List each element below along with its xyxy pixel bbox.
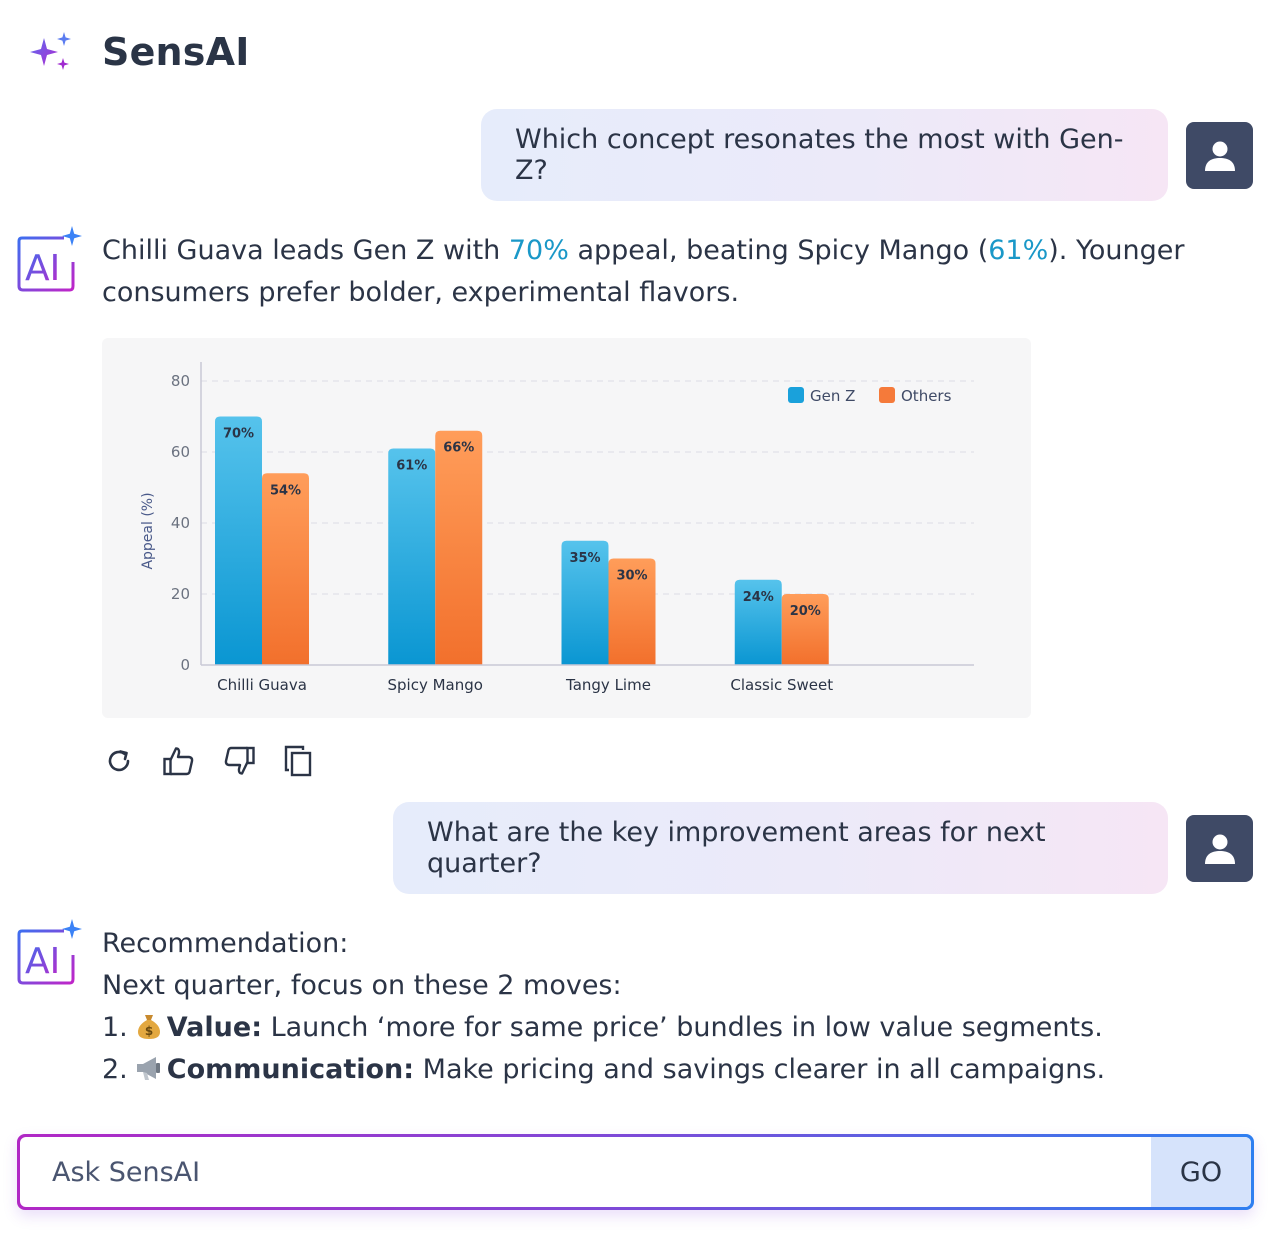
- x-category-label: Classic Sweet: [730, 676, 833, 694]
- bar-others: [608, 558, 656, 665]
- user-message-text: What are the key improvement areas for n…: [427, 817, 1046, 879]
- user-icon: [1204, 141, 1235, 171]
- y-tick-label: 40: [171, 514, 190, 532]
- y-tick-label: 60: [171, 443, 190, 461]
- bar-gen-z: [215, 416, 262, 665]
- item-title: Communication:: [166, 1054, 415, 1085]
- response-actions: [102, 740, 316, 782]
- svg-text:$: $: [145, 1024, 153, 1038]
- chart-card: 0 20 40 60 80 70% 54% Chilli Guava 61% 66% Spicy M…: [102, 338, 1031, 718]
- go-button[interactable]: GO: [1151, 1137, 1251, 1207]
- y-tick-label: 20: [171, 585, 190, 603]
- copy-icon: [284, 745, 312, 777]
- bar-value-label: 70%: [223, 427, 254, 442]
- x-category-label: Spicy Mango: [388, 676, 483, 694]
- ai-assistant-icon: AI: [17, 919, 82, 985]
- user-message: Which concept resonates the most with Ge…: [481, 109, 1168, 201]
- ai-response: Recommendation: Next quarter, focus on t…: [102, 923, 1212, 1091]
- chat-input-container: GO: [20, 1137, 1251, 1207]
- y-tick-label: 80: [171, 372, 190, 390]
- bar-value-label: 61%: [396, 458, 427, 473]
- bar-value-label: 54%: [270, 483, 301, 498]
- user-message-text: Which concept resonates the most with Ge…: [515, 124, 1124, 186]
- sparkle-logo-icon: [30, 32, 71, 70]
- copy-button[interactable]: [282, 740, 316, 782]
- thumbs-down-icon: [224, 746, 255, 775]
- item-title: Value:: [166, 1012, 262, 1043]
- user-message: What are the key improvement areas for n…: [393, 802, 1168, 894]
- bar-others: [435, 430, 483, 665]
- megaphone-icon: [136, 1057, 160, 1080]
- item-number: 1.: [102, 1012, 128, 1043]
- y-axis-title: Appeal (%): [140, 492, 156, 569]
- response-text: Chilli Guava leads Gen Z with: [102, 235, 509, 266]
- user-icon: [1204, 834, 1235, 864]
- legend-swatch-others: [879, 387, 895, 403]
- y-tick-label: 0: [180, 656, 190, 674]
- recommendation-item: 2. Communication: Make pricing and savin…: [102, 1049, 1212, 1091]
- refresh-icon: [108, 750, 130, 772]
- money-bag-icon: $: [137, 1015, 160, 1039]
- response-text: ). Younger consumers prefer bolder, expe…: [102, 235, 1185, 308]
- app-title: SensAI: [102, 30, 250, 74]
- x-category-label: Chilli Guava: [217, 676, 307, 694]
- svg-text:AI: AI: [25, 941, 60, 982]
- recommendation-item: 1. $ Value: Launch ‘more for same price’…: [102, 1007, 1212, 1049]
- bar-value-label: 20%: [790, 604, 821, 619]
- bar-gen-z: [734, 579, 782, 665]
- item-text: Launch ‘more for same price’ bundles in …: [262, 1012, 1103, 1043]
- svg-text:AI: AI: [25, 248, 60, 289]
- legend-swatch-gen-z: [788, 387, 804, 403]
- legend-label-others: Others: [901, 387, 952, 405]
- user-avatar: [1186, 122, 1253, 189]
- bar-gen-z: [561, 540, 609, 665]
- ai-response: Chilli Guava leads Gen Z with 70% appeal…: [102, 230, 1212, 314]
- highlight-percent: 70%: [508, 235, 569, 266]
- response-text: appeal, beating Spicy Mango (: [568, 235, 989, 266]
- bar-others: [262, 473, 309, 665]
- thumbs-up-icon: [163, 747, 194, 776]
- user-avatar: [1186, 815, 1253, 882]
- item-text: Make pricing and savings clearer in all …: [414, 1054, 1106, 1085]
- highlight-percent: 61%: [988, 235, 1049, 266]
- ai-assistant-icon: AI: [17, 226, 82, 292]
- bar-value-label: 30%: [616, 569, 647, 584]
- recommendation-heading: Recommendation:: [102, 928, 349, 959]
- app-header: SensAI: [28, 28, 250, 76]
- chat-input-bar: GO: [17, 1134, 1254, 1210]
- bar-value-label: 24%: [743, 590, 774, 605]
- regenerate-button[interactable]: [102, 740, 136, 782]
- like-button[interactable]: [162, 740, 196, 782]
- dislike-button[interactable]: [222, 740, 256, 782]
- bar-value-label: 35%: [569, 551, 600, 566]
- bar-value-label: 66%: [443, 441, 474, 456]
- bar-gen-z: [388, 448, 436, 665]
- bar-chart: 0 20 40 60 80 70% 54% Chilli Guava 61% 66% Spicy M…: [140, 362, 974, 694]
- chat-input[interactable]: [20, 1137, 1151, 1207]
- x-category-label: Tangy Lime: [565, 676, 651, 694]
- item-number: 2.: [102, 1054, 128, 1085]
- bar-others: [781, 594, 829, 665]
- recommendation-intro: Next quarter, focus on these 2 moves:: [102, 970, 622, 1001]
- legend-label-gen-z: Gen Z: [810, 387, 855, 405]
